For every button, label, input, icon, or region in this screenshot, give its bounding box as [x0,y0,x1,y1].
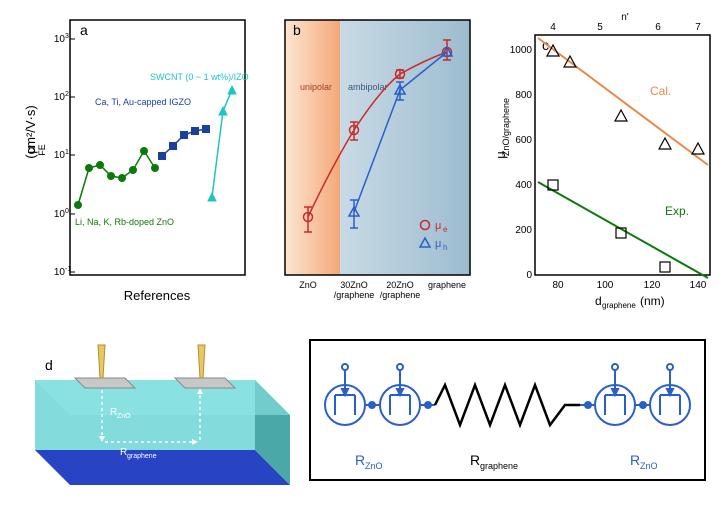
svg-text:10: 10 [54,267,66,278]
svg-text:20ZnO: 20ZnO [386,280,414,290]
series-cal [538,38,708,165]
panel-d: RZnO Rgraphene d [20,320,710,500]
device-schematic: RZnO Rgraphene [35,345,290,485]
svg-text:10: 10 [54,92,66,103]
panel-a-label: a [80,22,88,38]
svg-text:120: 120 [644,280,661,291]
panel-b: unipolar ambipolar b ZnO 30ZnO/graphene … [260,10,480,310]
svg-text:2: 2 [65,91,69,98]
svg-text:ZnO: ZnO [365,461,383,471]
svg-text:ZnO: ZnO [117,413,131,420]
svg-text:ZnO: ZnO [299,280,317,290]
svg-text:ZnO/graphene: ZnO/graphene [501,98,511,156]
svg-text:800: 800 [515,90,532,101]
svg-text:graphene: graphene [428,280,466,290]
x-axis-c: 80 100 120 140 [552,280,706,291]
x-axis-b: ZnO 30ZnO/graphene 20ZnO/graphene graphe… [299,280,466,300]
svg-text:/graphene: /graphene [380,290,421,300]
svg-text:n': n' [621,12,629,23]
series-exp [538,180,708,278]
x-label-a: References [124,288,191,303]
svg-text:10: 10 [54,34,66,45]
svg-text:5: 5 [597,22,603,33]
svg-text:graphene: graphene [127,453,157,460]
svg-text:600: 600 [515,135,532,146]
svg-text:μ: μ [435,238,441,250]
svg-text:0: 0 [65,208,69,215]
svg-text:200: 200 [515,225,532,236]
panel-b-label: b [293,22,301,38]
svg-text:ZnO: ZnO [640,461,658,471]
svg-text:graphene: graphene [480,461,518,471]
svg-text:100: 100 [597,280,614,291]
svg-text:6: 6 [655,22,661,33]
series-igzo [159,126,210,160]
legend-exp: Exp. [665,204,689,218]
svg-text:140: 140 [690,280,707,291]
svg-text:/graphene: /graphene [334,290,375,300]
svg-text:400: 400 [515,180,532,191]
region-ambipolar [340,20,470,275]
svg-text:h: h [443,243,447,252]
region-label-unipolar: unipolar [300,82,332,92]
y-axis-a: 10-1 100 101 102 103 [54,33,75,278]
legend-swcnt: SWCNT (0 ~ 1 wt%)/IZO [150,72,249,82]
plot-frame-c [535,35,710,275]
svg-text:30ZnO: 30ZnO [340,280,368,290]
svg-text:10: 10 [54,209,66,220]
svg-text:graphene: graphene [602,301,636,310]
svg-text:80: 80 [552,280,564,291]
x-label-c: d [595,294,602,308]
svg-text:10: 10 [54,150,66,161]
svg-text:0: 0 [526,270,532,281]
svg-text:FE: FE [37,144,47,156]
legend-zno: Li, Na, K, Rb-doped ZnO [75,217,174,227]
circuit-label-rzno-left: R [355,452,365,468]
legend-igzo: Ca, Ti, Au-capped IGZO [95,97,191,107]
series-zno [75,148,159,209]
svg-text:1000: 1000 [510,45,533,56]
region-unipolar [285,20,340,275]
circuit-schematic: R ZnO R graphene R ZnO [310,340,705,480]
y-axis-c: 0 200 400 600 800 1000 [510,45,533,281]
svg-text:μ: μ [435,220,441,232]
svg-text:7: 7 [695,22,701,33]
svg-text:4: 4 [550,22,556,33]
svg-text:3: 3 [65,33,69,40]
circuit-label-rgraphene: R [470,452,480,468]
panel-d-label: d [45,357,53,373]
svg-text:(nm): (nm) [640,294,665,308]
circuit-label-rzno-right: R [630,452,640,468]
svg-text:(cm²/V·s): (cm²/V·s) [23,105,38,158]
svg-text:1: 1 [65,149,69,156]
region-label-ambipolar: ambipolar [348,82,388,92]
legend-cal: Cal. [650,84,671,98]
panel-c: c 0200400 6008001000 80100120140 4567 n'… [490,10,720,310]
svg-text:e: e [443,225,448,234]
series-swcnt [208,86,236,201]
top-axis-c: 4 5 6 7 n' [550,12,701,33]
panel-a: 10-1 100 101 102 103 μ FE (cm²/V·s) Refe… [20,10,250,310]
resistor-icon [435,385,580,425]
